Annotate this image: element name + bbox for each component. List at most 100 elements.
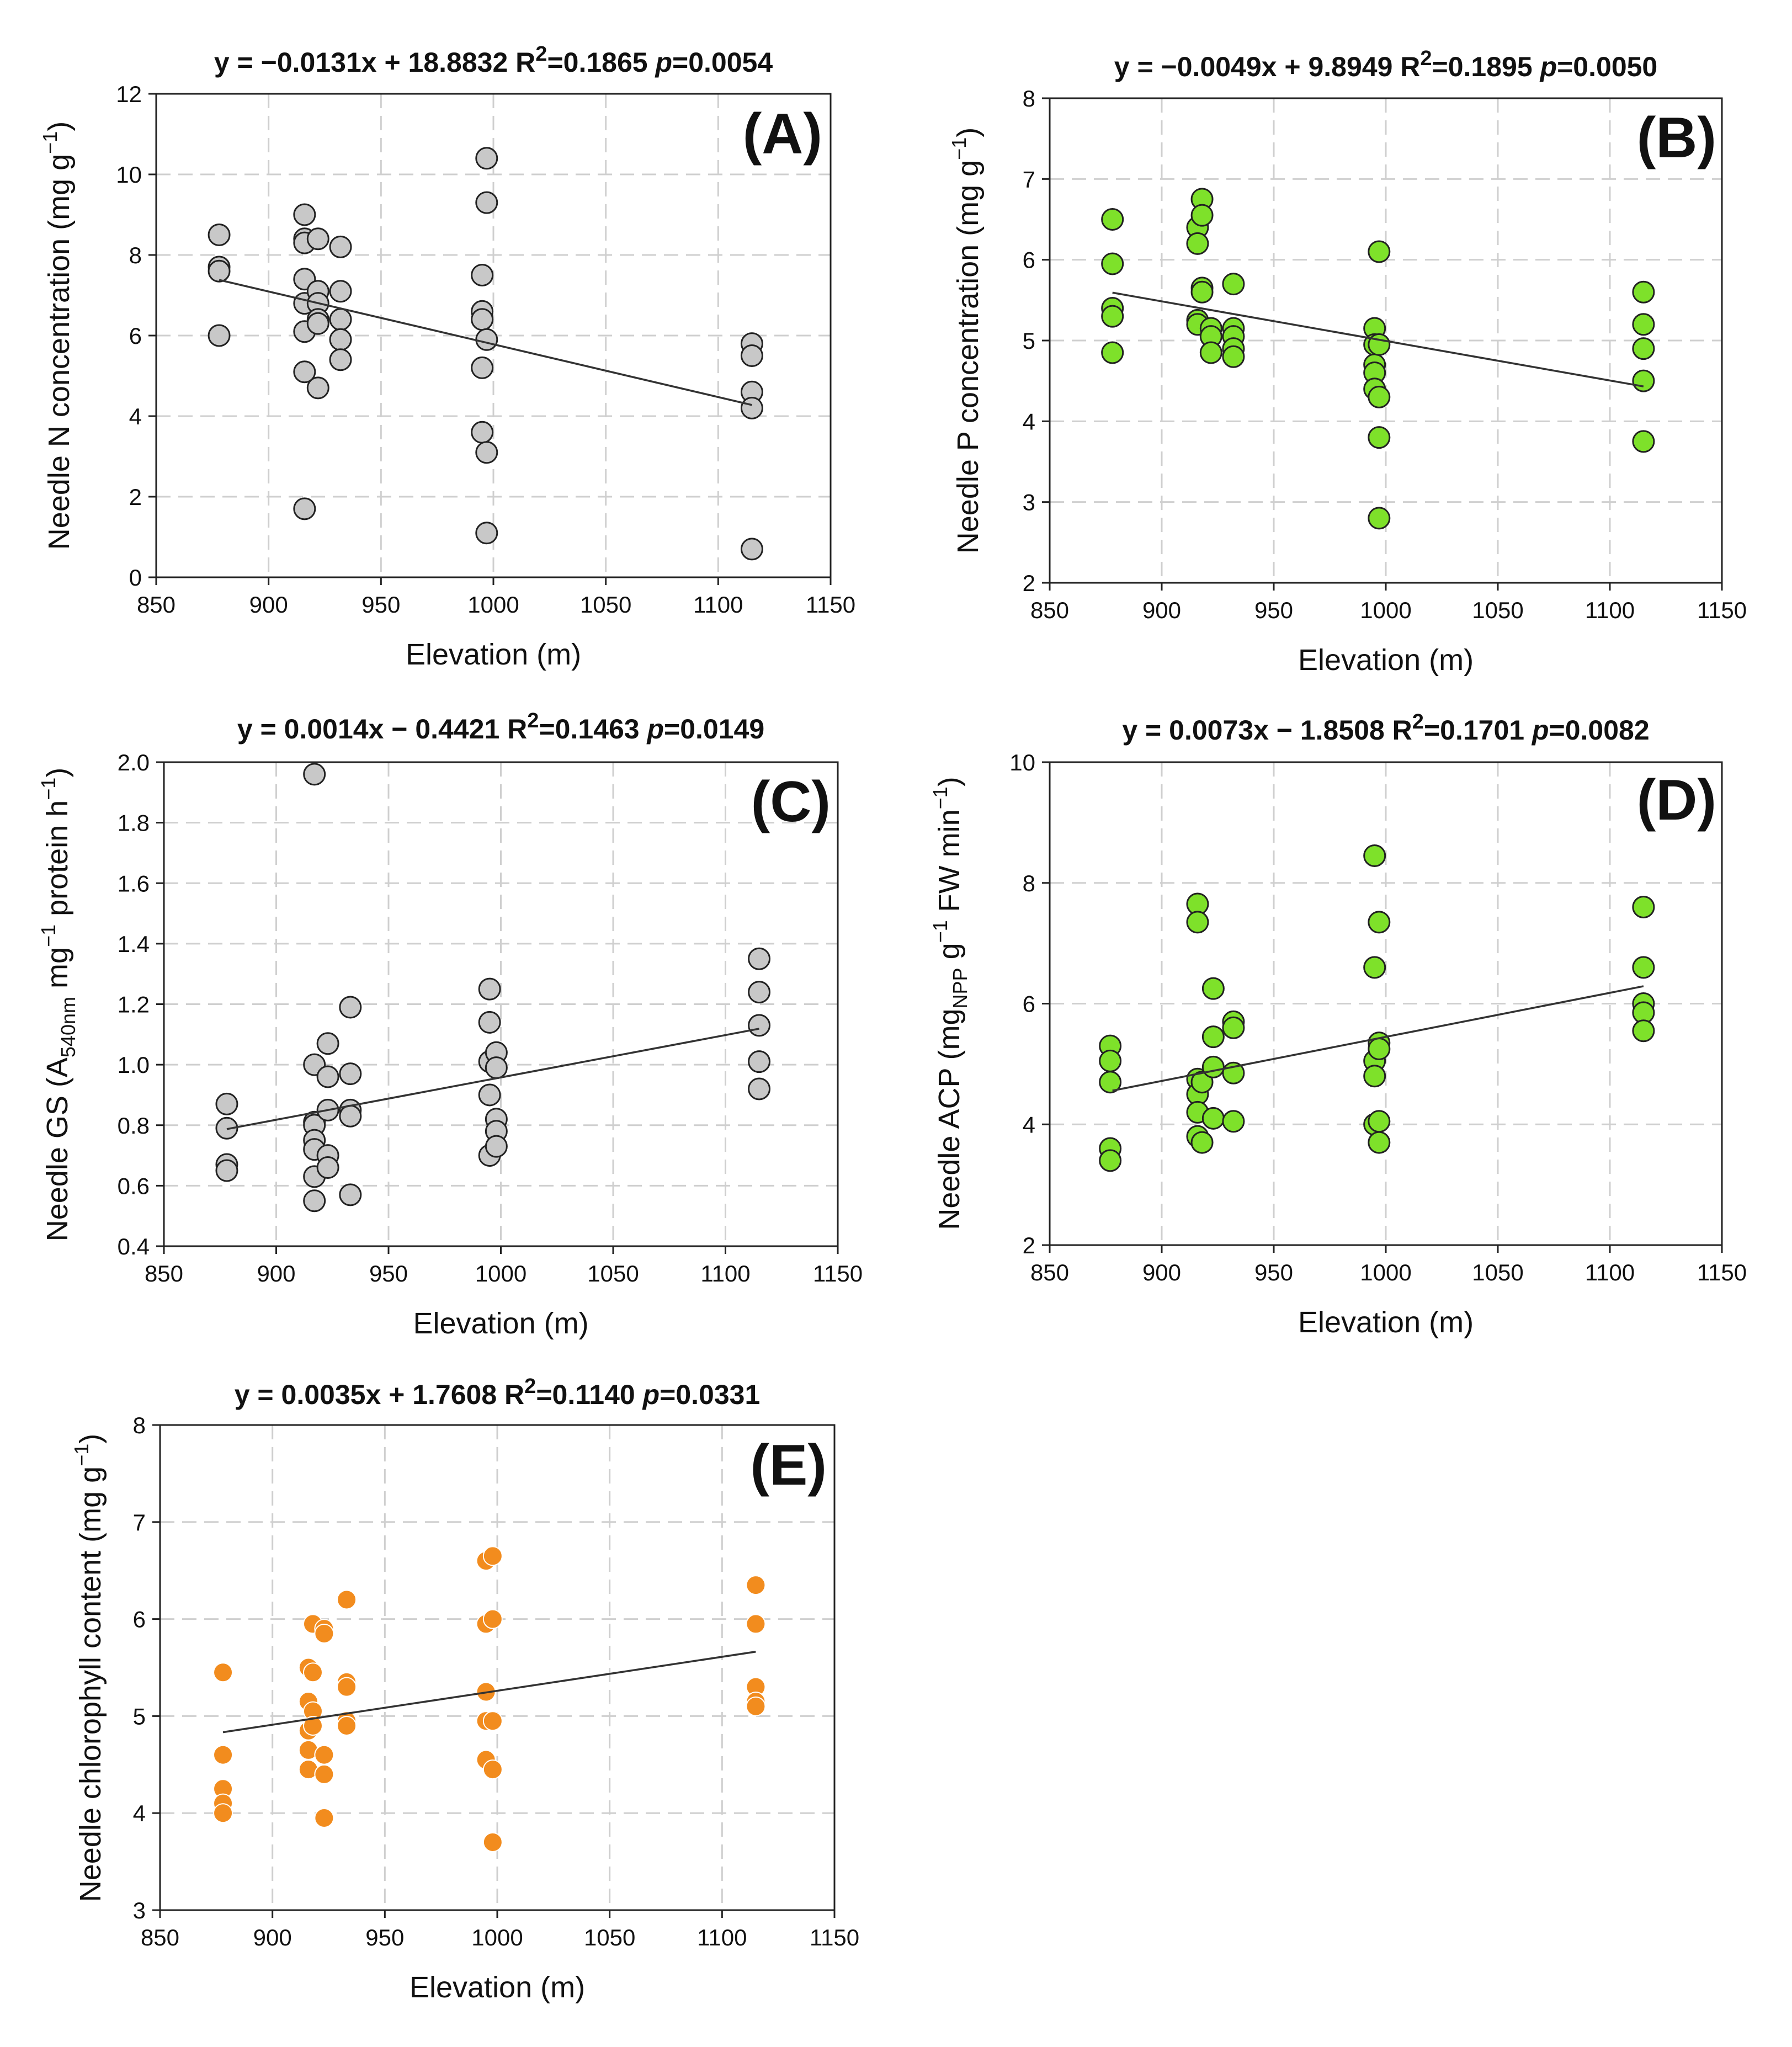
y-tick-label: 3	[1023, 490, 1035, 515]
y-axis-title: Needle N concentration (mg g−1)	[39, 121, 76, 550]
x-tick-label: 1000	[1360, 1259, 1411, 1285]
x-tick-label: 900	[1142, 1259, 1181, 1285]
y-tick-label: 8	[1023, 86, 1035, 111]
data-point	[475, 191, 498, 214]
data-point	[1186, 232, 1209, 255]
panel-title: y = −0.0049x + 9.8949 R2=0.1895 p=0.0050	[1114, 47, 1658, 82]
y-tick-label: 4	[1023, 1112, 1035, 1137]
y-tick-label: 1.8	[118, 810, 150, 836]
data-point	[478, 977, 501, 1001]
y-tick-label: 7	[133, 1509, 146, 1535]
data-point	[475, 147, 498, 170]
data-point	[1368, 333, 1391, 356]
y-axis-title-text: protein h	[41, 800, 74, 924]
data-point	[1632, 369, 1655, 392]
y-tick-label: 3	[133, 1897, 146, 1923]
data-point	[303, 1189, 326, 1213]
x-tick-label: 850	[1030, 1259, 1069, 1285]
y-tick-label: 10	[116, 162, 142, 188]
data-point	[329, 280, 352, 303]
data-point	[485, 1056, 508, 1080]
data-point	[213, 1662, 233, 1683]
data-point	[482, 1609, 503, 1629]
y-axis-title-text: )	[42, 121, 76, 131]
data-point	[329, 328, 352, 351]
x-tick-label: 900	[249, 592, 288, 618]
data-point	[329, 348, 352, 371]
panel-title-text: =0.1895	[1432, 51, 1540, 82]
data-point	[1190, 280, 1214, 304]
y-axis-title-text: Needle GS (A	[41, 1057, 74, 1241]
chart-panel-2: 850 900 950 1000 1050 1100 1150 2 3 4 5 6 7 8 Elevatio…	[948, 47, 1747, 677]
data-point	[208, 324, 231, 347]
data-point	[215, 1159, 238, 1182]
data-point	[1201, 1055, 1225, 1078]
y-axis-title-text: Needle ACP (mg	[933, 1008, 966, 1230]
y-axis-title-text: Needle chlorophyll content (mg g	[74, 1466, 107, 1902]
chart-panel-1: 850 900 950 1000 1050 1100 1150 0 2 4 6 8 10 12 Elevat…	[39, 42, 855, 671]
data-point	[1186, 911, 1209, 934]
panel-title: y = 0.0073x − 1.8508 R2=0.1701 p=0.0082	[1122, 710, 1649, 746]
x-tick-label: 1150	[1697, 597, 1747, 623]
y-tick-label: 6	[133, 1607, 146, 1633]
data-point	[339, 1183, 362, 1206]
data-point	[478, 1083, 501, 1107]
data-point	[337, 1715, 357, 1736]
y-axis-title: Needle ACP (mgNPP g−1 FW min−1)	[929, 777, 971, 1230]
y-tick-label: 0.4	[118, 1233, 150, 1259]
y-axis-title-text: FW min	[933, 809, 966, 920]
panel-letter: (C)	[751, 770, 831, 834]
panel-title: y = 0.0014x − 0.4421 R2=0.1463 p=0.0149	[237, 709, 764, 745]
data-point	[293, 360, 316, 384]
regression-line	[219, 279, 752, 406]
y-tick-label: 2	[1023, 570, 1035, 596]
data-point	[329, 308, 352, 331]
data-point	[475, 441, 498, 464]
panel-title-text: =0.1463	[539, 714, 647, 745]
data-point	[215, 1092, 238, 1115]
panel-title-p-value: =0.0331	[660, 1379, 760, 1410]
panel-title-p-label: p	[654, 47, 672, 78]
data-point	[748, 1077, 771, 1100]
data-point	[1190, 1071, 1214, 1094]
data-point	[1632, 313, 1655, 336]
data-point	[1368, 1131, 1391, 1154]
data-point	[306, 227, 329, 251]
data-point	[314, 1764, 334, 1784]
data-point	[1368, 507, 1391, 530]
panel-title-superscript: 2	[535, 42, 547, 66]
data-point	[1099, 1071, 1122, 1094]
data-point	[1368, 1110, 1391, 1133]
y-tick-label: 2	[1023, 1232, 1035, 1258]
x-tick-label: 1050	[587, 1261, 639, 1286]
data-point	[748, 1050, 771, 1073]
data-point	[306, 376, 329, 400]
y-axis-title-superscript: −1	[929, 786, 951, 809]
y-tick-label: 0.6	[118, 1173, 150, 1199]
chart-panel-5: 850 900 950 1000 1050 1100 1150 3 4 5 6 7 8 Elevation…	[70, 1375, 859, 2004]
y-axis-title-superscript: −1	[39, 131, 61, 154]
data-point	[1201, 1025, 1225, 1049]
x-tick-label: 1050	[1472, 1259, 1523, 1285]
panel-title-p-value: =0.0082	[1549, 715, 1650, 746]
panel-letter: (B)	[1637, 106, 1716, 170]
panel-title-text: y = −0.0049x + 9.8949 R	[1114, 51, 1421, 82]
y-axis-title-text: mg	[41, 947, 74, 997]
panel-title-p-value: =0.0050	[1557, 51, 1657, 82]
x-tick-label: 950	[361, 592, 400, 618]
x-tick-label: 1050	[1472, 597, 1523, 623]
x-tick-label: 1100	[1585, 1259, 1635, 1285]
y-axis-title-text: )	[41, 768, 74, 778]
x-axis-title: Elevation (m)	[1298, 644, 1474, 677]
data-point	[1190, 204, 1214, 227]
panel-title-superscript: 2	[524, 1375, 536, 1398]
regression-line	[226, 1028, 759, 1130]
panel-letter: (A)	[743, 102, 822, 166]
x-axis-title: Elevation (m)	[406, 638, 581, 671]
data-point	[1222, 1016, 1245, 1039]
data-point	[1099, 1049, 1122, 1072]
data-point	[208, 259, 231, 283]
data-point	[478, 1011, 501, 1034]
data-point	[1101, 252, 1124, 275]
data-point	[1101, 208, 1124, 231]
